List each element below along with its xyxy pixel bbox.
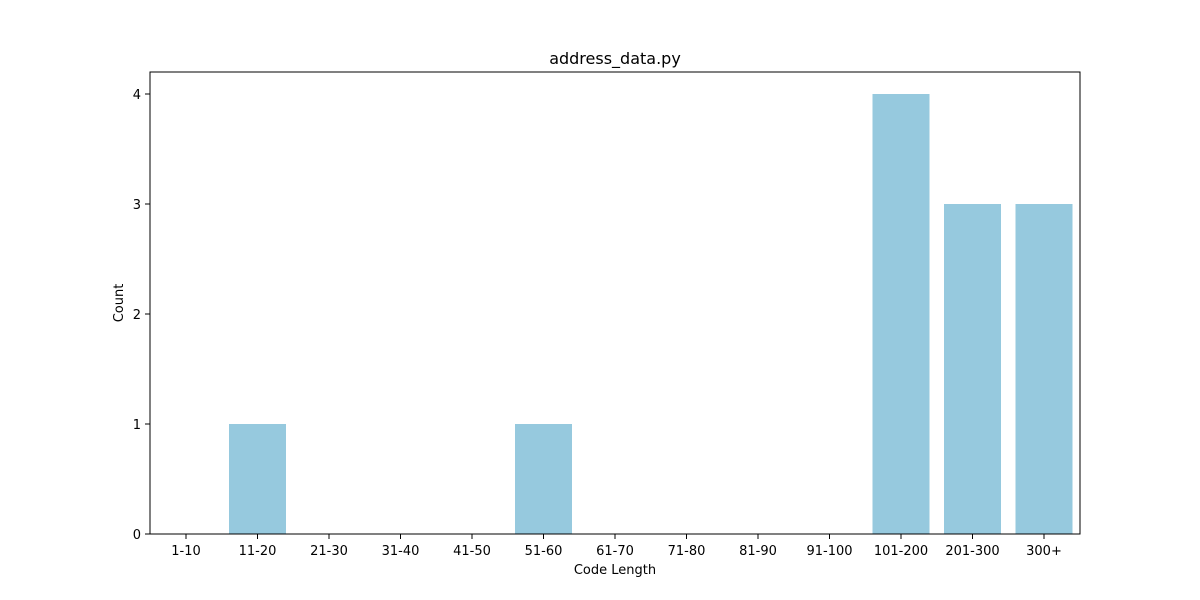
- chart-title: address_data.py: [549, 49, 681, 69]
- y-tick-label: 2: [133, 308, 141, 323]
- x-tick-label: 61-70: [596, 544, 634, 559]
- x-tick-label: 81-90: [739, 544, 777, 559]
- bar-51-60: [515, 424, 572, 534]
- x-tick-label: 31-40: [382, 544, 420, 559]
- x-tick-label: 201-300: [945, 544, 999, 559]
- y-axis-label: Count: [112, 284, 127, 323]
- y-axis: 0 1 2 3 4: [133, 88, 150, 543]
- x-axis: 1-10 11-20 21-30 31-40 41-50 51-60 61-70 71-80 8…: [171, 534, 1062, 559]
- bars-group: [229, 94, 1073, 534]
- x-tick-label: 71-80: [668, 544, 706, 559]
- x-tick-label: 300+: [1026, 544, 1062, 559]
- x-axis-label: Code Length: [574, 563, 656, 578]
- y-tick-label: 0: [133, 528, 141, 543]
- y-tick-label: 4: [133, 88, 141, 103]
- bar-300+: [1015, 204, 1073, 534]
- x-tick-label: 11-20: [239, 544, 277, 559]
- y-tick-label: 1: [133, 418, 141, 433]
- x-tick-label: 101-200: [874, 544, 928, 559]
- x-tick-label: 41-50: [453, 544, 491, 559]
- bar-201-300: [944, 204, 1001, 534]
- x-tick-label: 1-10: [171, 544, 201, 559]
- x-tick-label: 91-100: [806, 544, 852, 559]
- x-tick-label: 21-30: [310, 544, 348, 559]
- x-tick-label: 51-60: [525, 544, 563, 559]
- y-tick-label: 3: [133, 198, 141, 213]
- bar-101-200: [872, 94, 930, 534]
- bar-11-20: [229, 424, 286, 534]
- plot-frame: [149, 71, 1081, 535]
